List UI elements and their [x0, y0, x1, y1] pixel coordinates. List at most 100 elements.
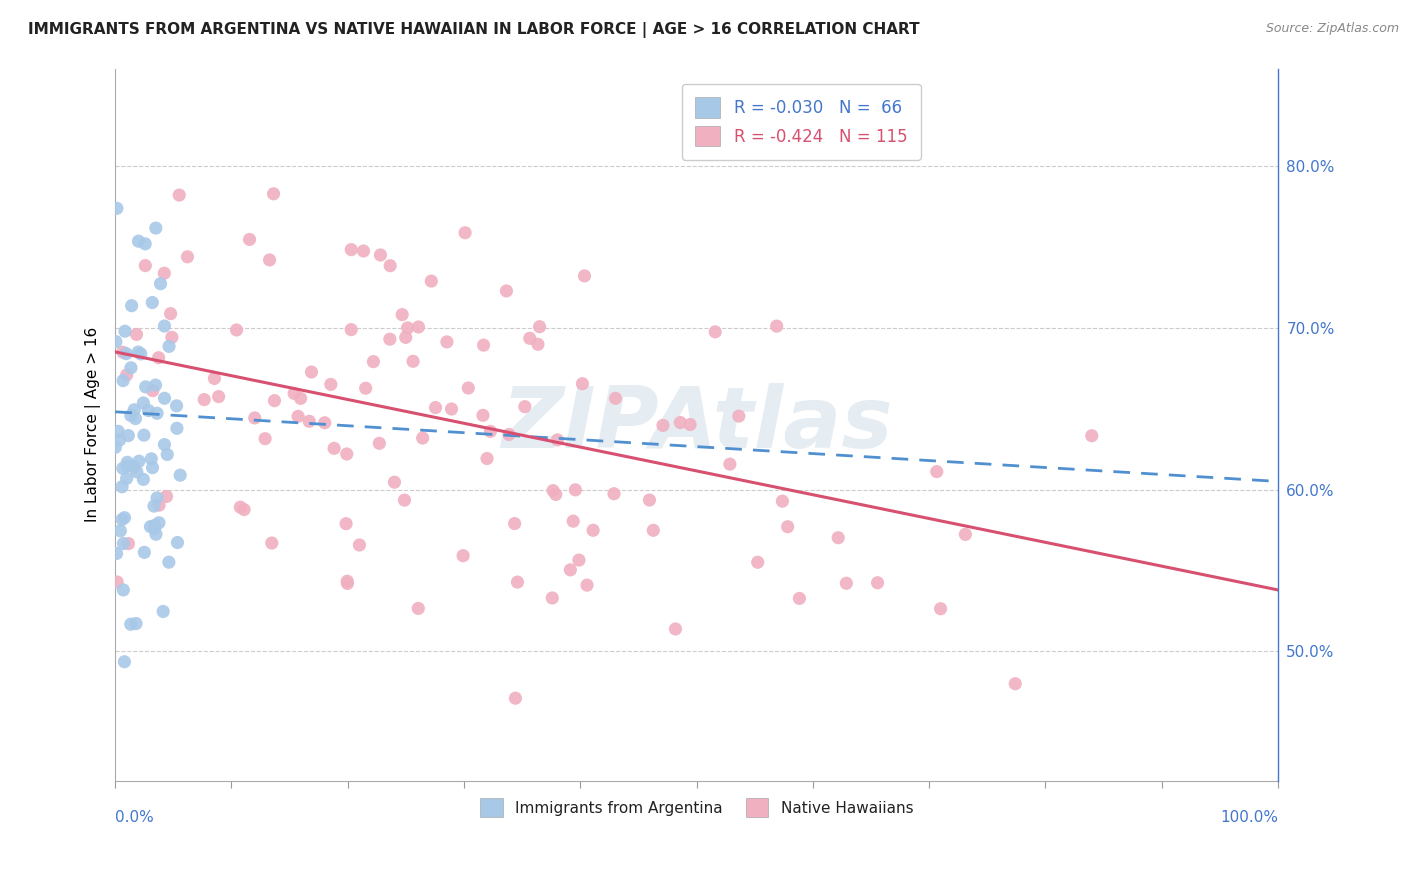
- Point: [132, 428, 155, 442]
- Point: [747, 555, 769, 569]
- Point: [263, 393, 285, 408]
- Point: [319, 377, 342, 392]
- Point: [110, 524, 132, 538]
- Point: [519, 331, 541, 345]
- Point: [122, 402, 145, 417]
- Point: [1004, 676, 1026, 690]
- Point: [125, 465, 148, 479]
- Point: [125, 327, 148, 342]
- Point: [148, 516, 170, 530]
- Point: [425, 401, 447, 415]
- Point: [108, 433, 131, 447]
- Point: [127, 345, 149, 359]
- Point: [574, 268, 596, 283]
- Point: [145, 378, 167, 392]
- Point: [727, 409, 749, 423]
- Text: Source: ZipAtlas.com: Source: ZipAtlas.com: [1265, 22, 1399, 36]
- Point: [157, 339, 180, 353]
- Point: [472, 338, 495, 352]
- Point: [503, 516, 526, 531]
- Point: [353, 244, 375, 258]
- Point: [287, 409, 309, 424]
- Point: [402, 354, 425, 368]
- Point: [139, 519, 162, 533]
- Point: [115, 471, 138, 485]
- Point: [117, 536, 139, 550]
- Point: [560, 563, 582, 577]
- Point: [363, 354, 385, 368]
- Point: [128, 454, 150, 468]
- Point: [408, 601, 430, 615]
- Point: [145, 527, 167, 541]
- Point: [929, 601, 952, 615]
- Point: [149, 277, 172, 291]
- Point: [259, 252, 281, 267]
- Point: [475, 451, 498, 466]
- Point: [298, 414, 321, 428]
- Point: [314, 416, 336, 430]
- Point: [104, 334, 127, 349]
- Point: [107, 425, 129, 439]
- Point: [117, 428, 139, 442]
- Point: [664, 622, 686, 636]
- Point: [169, 468, 191, 483]
- Point: [335, 516, 357, 531]
- Point: [336, 574, 359, 589]
- Point: [141, 451, 163, 466]
- Point: [114, 324, 136, 338]
- Point: [254, 432, 277, 446]
- Point: [166, 421, 188, 435]
- Point: [378, 332, 401, 346]
- Point: [202, 371, 225, 385]
- Point: [827, 531, 849, 545]
- Text: IMMIGRANTS FROM ARGENTINA VS NATIVE HAWAIIAN IN LABOR FORCE | AGE > 16 CORRELATI: IMMIGRANTS FROM ARGENTINA VS NATIVE HAWA…: [28, 22, 920, 38]
- Point: [159, 307, 181, 321]
- Point: [527, 337, 550, 351]
- Point: [457, 381, 479, 395]
- Point: [111, 512, 134, 526]
- Point: [340, 243, 363, 257]
- Point: [146, 491, 169, 505]
- Point: [207, 390, 229, 404]
- Point: [121, 299, 143, 313]
- Point: [117, 459, 139, 474]
- Point: [141, 295, 163, 310]
- Point: [384, 475, 406, 490]
- Text: 100.0%: 100.0%: [1220, 810, 1278, 824]
- Y-axis label: In Labor Force | Age > 16: In Labor Force | Age > 16: [86, 327, 101, 523]
- Point: [866, 575, 889, 590]
- Point: [238, 232, 260, 246]
- Point: [370, 248, 392, 262]
- Point: [134, 259, 156, 273]
- Point: [129, 347, 152, 361]
- Point: [112, 374, 135, 388]
- Point: [436, 334, 458, 349]
- Point: [225, 323, 247, 337]
- Point: [368, 436, 391, 450]
- Point: [652, 418, 675, 433]
- Point: [134, 545, 156, 559]
- Point: [704, 325, 727, 339]
- Point: [143, 518, 166, 533]
- Point: [167, 188, 190, 202]
- Point: [111, 461, 134, 475]
- Point: [576, 578, 599, 592]
- Point: [412, 431, 434, 445]
- Point: [112, 655, 135, 669]
- Point: [260, 536, 283, 550]
- Point: [835, 576, 858, 591]
- Text: 0.0%: 0.0%: [115, 810, 153, 824]
- Point: [146, 406, 169, 420]
- Point: [166, 399, 188, 413]
- Point: [283, 386, 305, 401]
- Point: [396, 321, 419, 335]
- Point: [112, 536, 135, 550]
- Point: [114, 510, 136, 524]
- Point: [134, 236, 156, 251]
- Point: [120, 617, 142, 632]
- Point: [233, 502, 256, 516]
- Point: [638, 493, 661, 508]
- Point: [395, 330, 418, 344]
- Point: [290, 392, 312, 406]
- Point: [765, 319, 787, 334]
